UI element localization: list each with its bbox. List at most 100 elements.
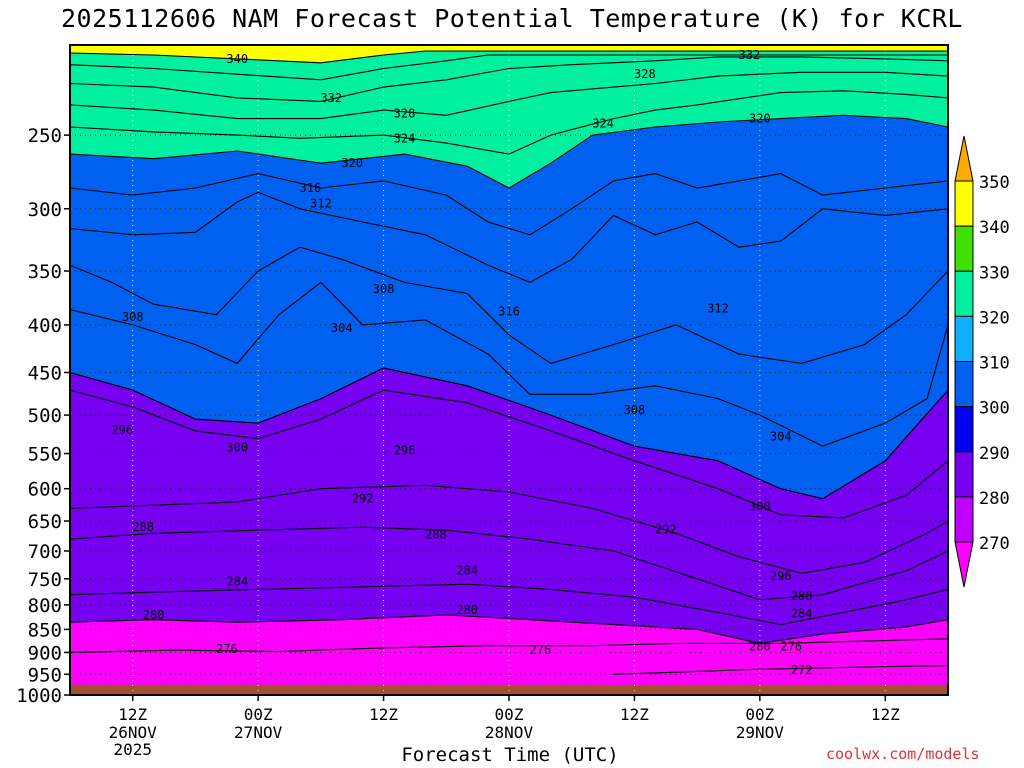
- contour-label: 312: [310, 196, 332, 210]
- y-tick-label: 350: [28, 261, 62, 283]
- x-tick-label: 00Z: [244, 705, 273, 724]
- x-tick-label: 12Z: [620, 705, 649, 724]
- colorbar-label: 300: [979, 399, 1010, 419]
- y-tick-label: 550: [28, 444, 62, 466]
- contour-label: 320: [749, 112, 771, 126]
- contour-label: 340: [226, 52, 248, 66]
- contour-label: 332: [739, 48, 761, 62]
- y-tick-label: 450: [28, 363, 62, 385]
- colorbar-label: 310: [979, 354, 1010, 374]
- isotherm-336: [70, 54, 948, 81]
- contour-label: 316: [300, 181, 322, 195]
- y-tick-label: 250: [28, 125, 62, 147]
- contour-label: 288: [132, 520, 154, 534]
- contour-label: 316: [498, 305, 520, 319]
- x-tick-label: 00Z: [495, 705, 524, 724]
- colorbar-label: 290: [979, 444, 1010, 464]
- x-tick-year: 2025: [113, 740, 152, 759]
- colorbar-bottom-arrow: [954, 541, 974, 588]
- isotherm-324: [70, 90, 948, 155]
- isotherm-304: [70, 281, 948, 447]
- y-tick-label: 600: [28, 479, 62, 501]
- contour-label: 272: [791, 663, 813, 677]
- contour-label: 328: [634, 67, 656, 81]
- isotherm-308: [70, 246, 948, 365]
- contour-label: 320: [341, 156, 363, 170]
- isotherm-296: [70, 389, 948, 519]
- x-tick-label: 00Z: [745, 705, 774, 724]
- isotherm-276: [70, 638, 948, 653]
- x-tick-label: 12Z: [871, 705, 900, 724]
- contour-label: 276: [780, 640, 802, 654]
- isotherm-284: [70, 583, 948, 626]
- x-tick-label: 12Z: [118, 705, 147, 724]
- colorbar-label: 330: [979, 263, 1010, 283]
- contour-label: 296: [770, 569, 792, 583]
- x-tick-date: 29NOV: [736, 723, 785, 742]
- contour-label: 276: [216, 642, 238, 656]
- x-axis-label: Forecast Time (UTC): [401, 744, 619, 766]
- contour-label: 312: [707, 301, 729, 315]
- contour-label: 324: [394, 131, 416, 145]
- colorbar: 350 340 330 320 310 300 290 280 270: [954, 135, 1010, 588]
- contour-label: 332: [320, 91, 342, 105]
- isotherm-292: [70, 484, 948, 574]
- contour-label: 276: [530, 643, 552, 657]
- contour-label: 328: [394, 107, 416, 121]
- x-tick-date: 28NOV: [485, 723, 534, 742]
- chart-title: 2025112606 NAM Forecast Potential Temper…: [61, 4, 963, 33]
- colorbar-swatch: [954, 225, 974, 272]
- y-tick-label: 750: [28, 569, 62, 591]
- contour-label: 300: [749, 499, 771, 513]
- isotherm-300: [70, 367, 948, 500]
- colorbar-label: 340: [979, 218, 1010, 238]
- colorbar-label: 280: [979, 489, 1010, 509]
- band-320: [70, 45, 948, 188]
- colorbar-swatch: [954, 180, 974, 227]
- contour-label: 288: [425, 527, 447, 541]
- isotherm-280: [70, 614, 948, 644]
- y-tick-label: 700: [28, 541, 62, 563]
- contour-label: 280: [456, 603, 478, 617]
- contour-label: 296: [111, 423, 133, 437]
- isotherm-320: [70, 114, 948, 189]
- isotherm-288: [70, 526, 948, 601]
- contour-label: 296: [394, 444, 416, 458]
- contour-label: 284: [456, 564, 478, 578]
- colorbar-swatch: [954, 451, 974, 498]
- grid-lines: [70, 45, 948, 696]
- ground-surface: [70, 684, 948, 695]
- ground-rect: [70, 684, 948, 695]
- y-tick-label: 1000: [16, 685, 62, 707]
- colorbar-swatch: [954, 496, 974, 543]
- y-tick-label: 400: [28, 315, 62, 337]
- colorbar-top-arrow: [954, 135, 974, 182]
- contour-label: 308: [122, 310, 144, 324]
- colorbar-swatch: [954, 361, 974, 408]
- y-tick-label: 850: [28, 619, 62, 641]
- isotherm-272: [613, 665, 948, 675]
- colorbar-swatch: [954, 315, 974, 362]
- x-tick-date: 27NOV: [234, 723, 283, 742]
- contour-label: 288: [791, 589, 813, 603]
- y-tick-label: 500: [28, 405, 62, 427]
- contour-label: 324: [592, 117, 614, 131]
- temperature-bands: [70, 45, 948, 695]
- contour-label: 300: [226, 441, 248, 455]
- contour-label: 284: [791, 606, 813, 620]
- contour-label: 280: [143, 608, 165, 622]
- isotherm-332: [70, 56, 948, 102]
- contour-label: 304: [770, 429, 792, 443]
- colorbar-swatch: [954, 270, 974, 317]
- y-tick-label: 300: [28, 199, 62, 221]
- contour-label: 308: [624, 403, 646, 417]
- y-tick-label: 800: [28, 595, 62, 617]
- isotherm-312: [70, 191, 948, 284]
- y-axis: 2503003504004505005506006507007508008509…: [16, 125, 70, 707]
- isotherm-328: [70, 71, 948, 120]
- colorbar-swatch: [954, 406, 974, 453]
- x-tick-date: 26NOV: [109, 723, 158, 742]
